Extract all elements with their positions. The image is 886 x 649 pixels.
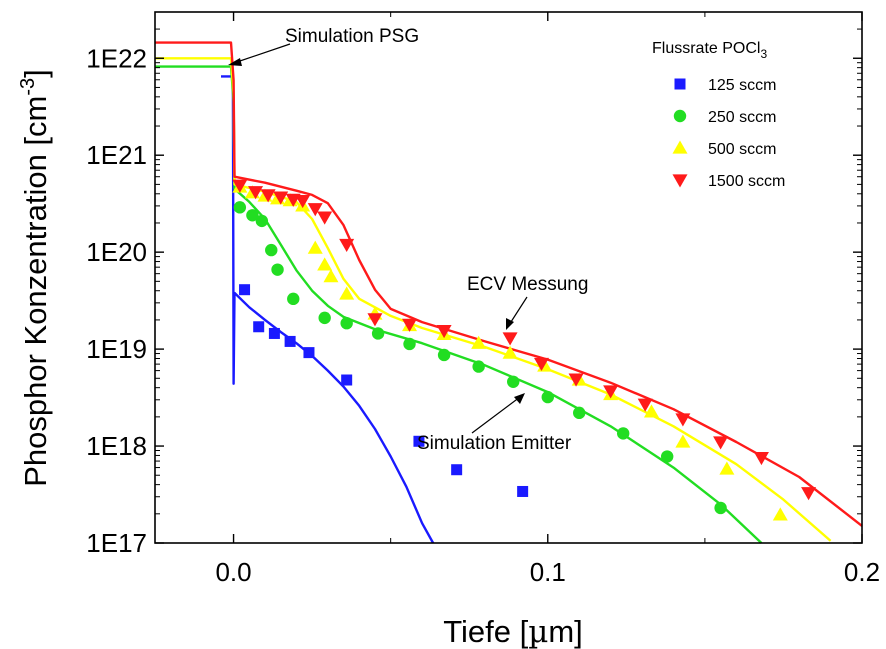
tick-labels: 1E17 1E18 1E19 1E20 1E21 1E22 0.0 0.1 0.2 [86,43,880,587]
data-point [637,398,653,412]
data-point [502,332,518,346]
data-point [643,404,659,418]
data-point [265,243,278,257]
data-point [801,487,817,501]
data-point [295,195,311,209]
legend-title: Flussrate POCl3 [652,40,767,61]
data-point [232,179,248,193]
legend-marker [674,78,686,90]
legend-label: 500 sccm [708,141,776,158]
y-tick-label: 1E20 [86,237,147,267]
data-point [253,321,265,333]
data-point [233,201,247,214]
data-point [323,269,339,283]
y-tick-label: 1E18 [86,431,147,461]
annotation-ecv-arrowhead [506,318,514,330]
data-point [339,286,355,300]
annotation-simulation-emitter: Simulation Emitter [417,433,572,454]
y-tick-label: 1E22 [86,43,147,73]
legend-label: 250 sccm [708,109,776,126]
data-point [260,189,276,203]
data-point [318,311,331,325]
data-point [616,427,630,440]
plot-frame [154,11,863,544]
legend: Flussrate POCl3 125 sccm 250 sccm 500 sccm… [652,40,785,190]
data-point [472,360,485,373]
data-point [339,238,355,252]
data-point [507,375,520,388]
data-point [675,434,691,448]
data-point [437,348,451,362]
data-point [317,257,333,271]
data-point [714,501,727,515]
x-axis-title: Tiefe [µm] [443,614,583,649]
data-point [719,461,735,475]
data-point [371,327,385,340]
annotation-psg-arrow-line [233,43,291,64]
data-point [273,191,289,205]
annotation-emitter-arrowhead [514,393,525,404]
data-point [541,390,554,404]
annotations: Simulation PSG ECV Messung Simulation Em… [228,26,588,454]
data-point [603,385,619,399]
data-point [753,451,769,466]
data-point [517,485,529,497]
legend-marker [673,109,687,123]
data-point [246,209,259,222]
y-tick-label: 1E17 [86,528,147,558]
annotation-simulation-psg: Simulation PSG [285,26,419,47]
x-tick-label: 0.1 [530,557,566,587]
data-point [284,335,296,347]
data-point [248,186,264,200]
simulation-curve-500-sccm [155,57,832,542]
data-point [471,335,487,349]
data-point [413,435,425,447]
data-point [340,317,353,330]
data-point [772,507,788,521]
data-point [502,345,518,359]
data-point [533,357,549,372]
y-axis-title: Phosphor Konzentration [cm-3] [17,69,53,487]
data-point [271,263,284,276]
data-point [317,211,333,225]
data-point [239,284,251,296]
annotation-ecv-arrow-line [508,296,528,326]
data-point [287,292,300,306]
data-point [675,413,691,427]
data-point [255,214,269,228]
data-point [307,203,323,217]
simulation-curve-125-sccm [221,75,435,544]
x-tick-label: 0.2 [844,557,880,587]
y-tick-label: 1E21 [86,140,147,170]
data-point [451,464,463,476]
measured-points [232,179,817,521]
data-point [660,450,674,463]
legend-label: 125 sccm [708,77,776,94]
legend-marker [672,174,688,188]
simulation-curve-1500-sccm [155,41,863,527]
data-point [436,325,452,339]
data-point [403,337,416,351]
data-point [268,327,280,339]
x-tick-label: 0.0 [215,557,251,587]
data-point [402,318,418,332]
data-point [307,240,323,254]
data-point [568,373,584,387]
legend-label: 1500 sccm [708,173,785,190]
y-tick-label: 1E19 [86,334,147,364]
simulation-curve-250-sccm [155,65,763,544]
data-point [367,313,383,327]
annotation-emitter-arrow-line [471,396,521,434]
data-point [303,347,315,359]
axis-ticks [155,11,863,544]
legend-marker [672,140,688,154]
data-point [573,406,586,420]
data-point [341,374,353,386]
annotation-ecv-messung: ECV Messung [467,274,588,295]
annotation-psg-arrowhead [228,58,242,66]
data-point [713,436,729,450]
